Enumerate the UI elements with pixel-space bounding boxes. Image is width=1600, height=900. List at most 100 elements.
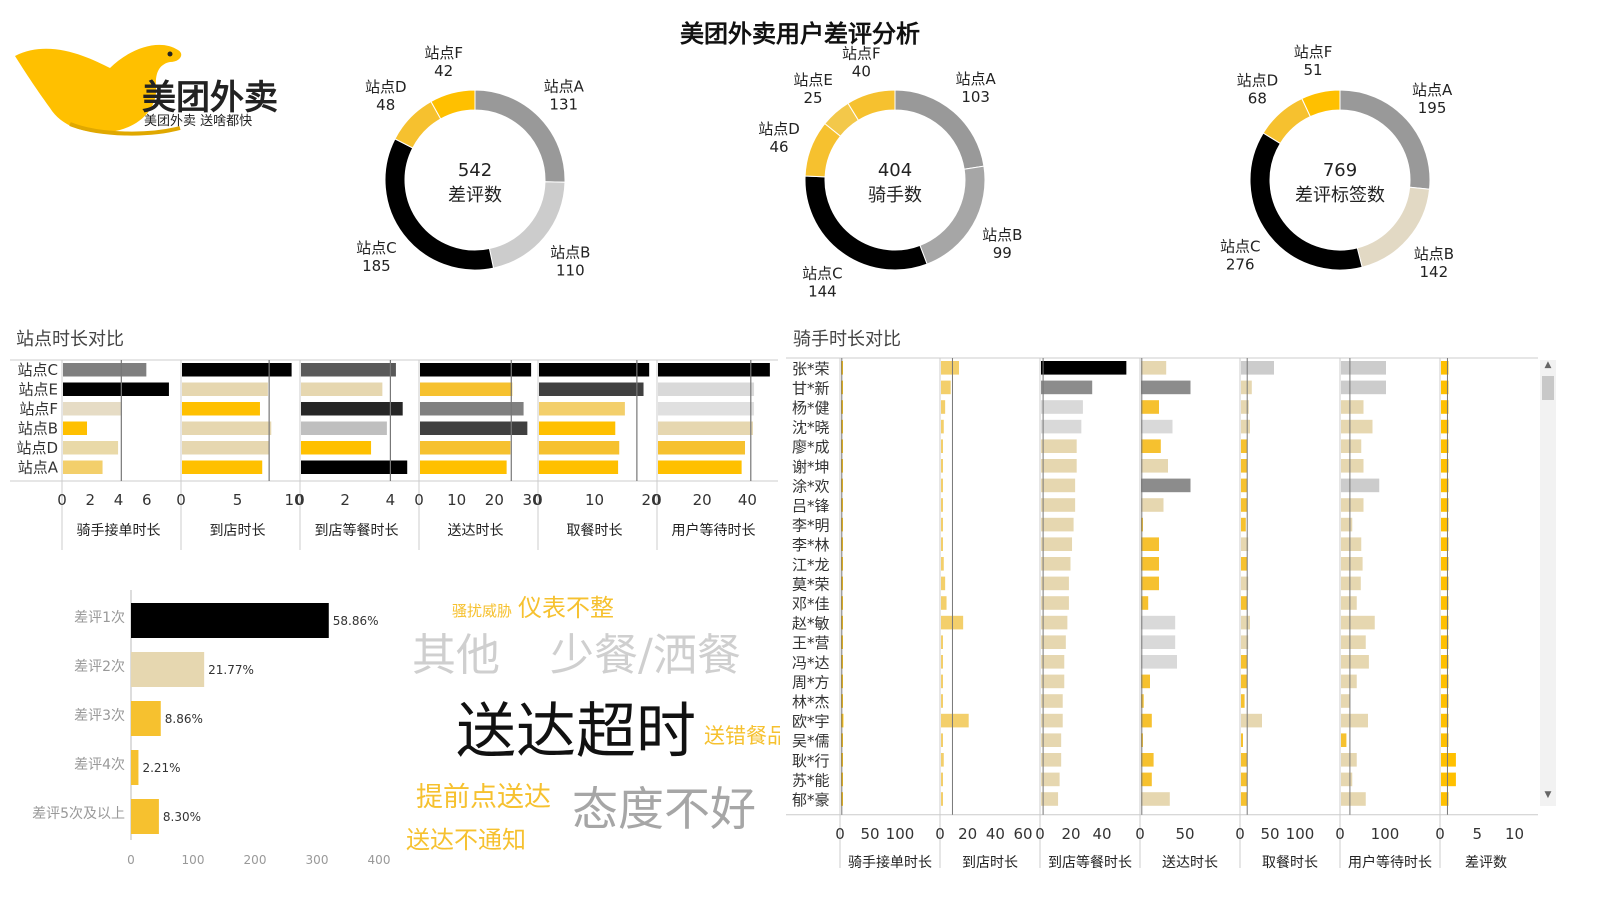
count-bar bbox=[131, 652, 205, 687]
slice-label-value: 195 bbox=[1418, 99, 1447, 117]
rider-bar bbox=[1041, 772, 1060, 787]
donut-slice bbox=[1301, 89, 1341, 118]
rider-bar bbox=[1441, 498, 1449, 512]
rider-bar bbox=[941, 459, 943, 473]
site-bar bbox=[420, 441, 511, 455]
tick-label: 0 bbox=[1135, 825, 1145, 843]
scroll-down-arrow-icon[interactable]: ▼ bbox=[1544, 790, 1552, 800]
row-label: 站点F bbox=[19, 400, 58, 418]
panel-title: 差评数 bbox=[1465, 855, 1507, 870]
slice-label-value: 46 bbox=[769, 138, 788, 156]
logo-slogan-text: 美团外卖 送啥都快 bbox=[144, 114, 253, 129]
panel-title: 用户等待时长 bbox=[672, 522, 756, 539]
rider-bar bbox=[1141, 380, 1191, 395]
site-bar bbox=[658, 402, 755, 416]
rider-bar bbox=[1341, 459, 1364, 473]
donut-center-value: 542 bbox=[458, 160, 492, 181]
donut-center-label: 骑手数 bbox=[868, 185, 922, 206]
slice-label-value: 51 bbox=[1304, 61, 1323, 79]
site-bar bbox=[658, 460, 742, 474]
word-cloud-item: 骚扰威胁 bbox=[452, 602, 513, 620]
site-bar bbox=[301, 402, 403, 416]
scroll-up-arrow-icon[interactable]: ▲ bbox=[1544, 360, 1552, 370]
site-bar bbox=[658, 441, 746, 455]
tick-label: 50 bbox=[1260, 825, 1279, 843]
rider-label: 吴*儒 bbox=[792, 732, 830, 750]
slice-label-value: 144 bbox=[808, 283, 837, 301]
tick-label: 20 bbox=[485, 491, 504, 509]
rider-bar bbox=[1341, 419, 1373, 434]
site-bar bbox=[658, 363, 770, 377]
category-label: 差评4次 bbox=[74, 757, 125, 773]
site-bar bbox=[63, 441, 119, 455]
row-label: 站点B bbox=[18, 419, 58, 437]
site-bar bbox=[301, 441, 372, 455]
tick-label: 0 bbox=[935, 825, 945, 843]
panel-title: 用户等待时长 bbox=[1348, 854, 1432, 870]
rider-bar bbox=[1041, 753, 1062, 767]
donut-slice bbox=[919, 165, 986, 265]
rider-bar bbox=[1041, 517, 1074, 532]
rider-label: 李*林 bbox=[792, 536, 830, 554]
rider-bar bbox=[1041, 792, 1059, 806]
tick-label: 200 bbox=[244, 853, 267, 867]
slice-label-value: 68 bbox=[1248, 90, 1267, 108]
panel-title: 到店时长 bbox=[210, 523, 266, 539]
word-cloud-item: 送达超时 bbox=[456, 697, 696, 767]
slice-label-value: 103 bbox=[961, 88, 990, 106]
slice-label-value: 40 bbox=[852, 63, 871, 81]
tick-label: 0 bbox=[295, 491, 305, 509]
rider-bar bbox=[1241, 459, 1247, 473]
tick-label: 10 bbox=[284, 491, 303, 509]
count-bar bbox=[131, 701, 161, 736]
site-bar bbox=[420, 402, 524, 416]
slice-label-value: 142 bbox=[1420, 263, 1449, 281]
rider-bar bbox=[1141, 596, 1149, 610]
rider-bar bbox=[1141, 498, 1164, 512]
rider-bar bbox=[1441, 694, 1449, 708]
site-bar bbox=[539, 421, 616, 435]
site-bar bbox=[539, 382, 644, 396]
rider-label: 吕*锋 bbox=[792, 497, 830, 515]
rider-label: 杨*健 bbox=[792, 399, 830, 417]
rider-bar bbox=[941, 380, 951, 395]
rider-bar bbox=[1341, 478, 1380, 493]
rider-bar bbox=[941, 674, 943, 689]
slice-label-name: 站点F bbox=[424, 44, 463, 62]
tick-label: 100 bbox=[886, 825, 915, 843]
rider-bar bbox=[1141, 615, 1176, 630]
count-bar bbox=[131, 603, 329, 638]
rider-bar bbox=[1441, 537, 1449, 551]
data-label: 2.21% bbox=[142, 761, 180, 775]
rider-bar bbox=[1241, 361, 1274, 375]
rider-bar bbox=[1041, 459, 1077, 473]
rider-bar bbox=[1441, 478, 1449, 493]
donut-slice bbox=[430, 89, 476, 120]
word-cloud-item: 送错餐品 bbox=[704, 724, 780, 748]
rider-bar bbox=[1341, 655, 1369, 669]
rider-scrollbar[interactable]: ▲ ▼ bbox=[1540, 360, 1556, 806]
rider-bar bbox=[1441, 361, 1449, 375]
donut-slice bbox=[847, 89, 896, 122]
rider-bar bbox=[1341, 713, 1368, 728]
rider-bar bbox=[1241, 557, 1247, 571]
panel-title: 到店等餐时长 bbox=[315, 522, 399, 539]
rider-bar bbox=[1141, 713, 1152, 728]
slice-label-name: 站点B bbox=[550, 243, 590, 261]
site-bar bbox=[63, 421, 88, 435]
panel-title: 骑手接单时长 bbox=[848, 854, 932, 870]
rider-bar bbox=[941, 419, 944, 434]
rider-bar bbox=[1241, 537, 1249, 551]
scrollbar-thumb[interactable] bbox=[1542, 376, 1554, 400]
rider-bar bbox=[1441, 615, 1449, 630]
tick-label: 20 bbox=[693, 491, 712, 509]
rider-bar bbox=[941, 498, 943, 512]
slice-label-value: 99 bbox=[993, 244, 1012, 262]
rider-bar bbox=[1341, 517, 1353, 532]
rider-bar bbox=[1341, 557, 1363, 571]
slice-label-name: 站点F bbox=[842, 45, 881, 63]
rider-bar bbox=[1341, 674, 1357, 689]
slice-label-name: 站点A bbox=[544, 77, 585, 95]
word-cloud: 骚扰威胁 仪表不整 其他 少餐/洒餐 送达超时 送错餐品 提前点送达 态度不好 … bbox=[400, 590, 780, 880]
rider-bar bbox=[1241, 576, 1249, 591]
